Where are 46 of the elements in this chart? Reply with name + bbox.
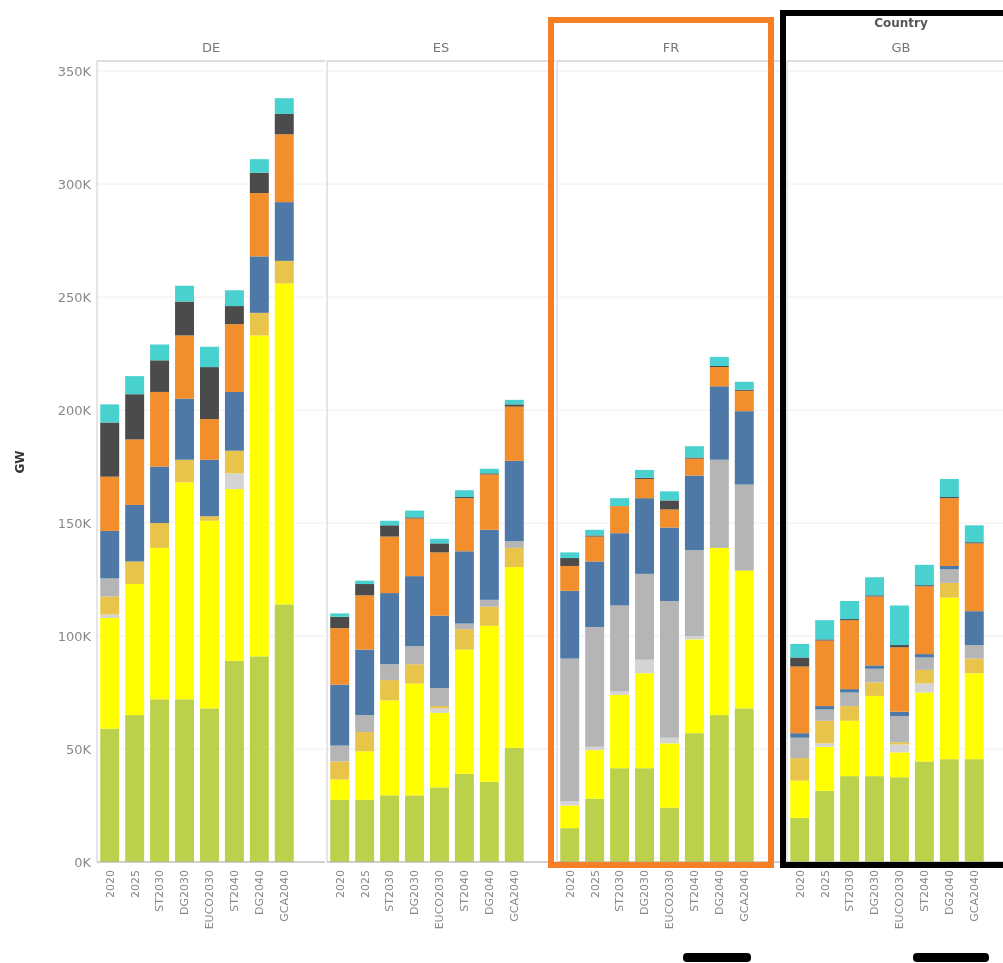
x-tick-label: 2020 (563, 870, 577, 898)
chart-title: FR (662, 40, 680, 55)
x-tick-label: DG2030 (178, 870, 192, 915)
y-tick-label: 300K (57, 176, 92, 192)
y-tick-label: 0K (74, 854, 92, 870)
y-axis-title: GW (13, 450, 27, 474)
x-tick-label: ST2030 (843, 870, 857, 912)
x-tick-label: ST2040 (688, 870, 702, 912)
chart-title: GB (891, 40, 911, 55)
x-tick-label: 2025 (128, 870, 142, 898)
y-tick-label: 350K (57, 63, 92, 79)
x-tick-label: DG2030 (408, 870, 422, 915)
x-tick-label: ST2030 (383, 870, 397, 912)
x-tick-label: 2020 (333, 870, 347, 898)
x-tick-label: EUCO2030 (893, 870, 907, 930)
x-tick-label: DG2030 (638, 870, 652, 915)
text: Country (874, 16, 928, 30)
x-tick-label: EUCO2030 (663, 870, 677, 930)
x-tick-label: GCA2040 (278, 870, 292, 922)
x-tick-label: DG2030 (868, 870, 882, 915)
x-tick-label: ST2040 (228, 870, 242, 912)
y-tick-label: 250K (57, 289, 92, 305)
x-tick-label: 2025 (818, 870, 832, 898)
x-tick-label: GCA2040 (968, 870, 982, 922)
chart-title: DE (201, 40, 221, 55)
x-tick-label: GCA2040 (738, 870, 752, 922)
y-tick-label: 100K (57, 628, 92, 644)
y-tick-label: 150K (57, 515, 92, 531)
x-tick-label: EUCO2030 (203, 870, 217, 930)
x-tick-label: ST2040 (918, 870, 932, 912)
x-tick-label: 2025 (588, 870, 602, 898)
x-tick-label: DG2040 (943, 870, 957, 915)
x-tick-label: 2025 (358, 870, 372, 898)
y-tick-label: 200K (57, 402, 92, 418)
y-tick-label: 50K (65, 741, 92, 757)
x-tick-label: ST2030 (153, 870, 167, 912)
x-tick-label: 2020 (103, 870, 117, 898)
x-tick-label: GCA2040 (508, 870, 522, 922)
chart-title: ES (432, 40, 450, 55)
x-tick-label: ST2030 (613, 870, 627, 912)
x-tick-label: DG2040 (253, 870, 267, 915)
x-tick-label: DG2040 (483, 870, 497, 915)
x-tick-label: ST2040 (458, 870, 472, 912)
x-tick-label: EUCO2030 (433, 870, 447, 930)
x-tick-label: 2020 (793, 870, 807, 898)
x-tick-label: DG2040 (713, 870, 727, 915)
